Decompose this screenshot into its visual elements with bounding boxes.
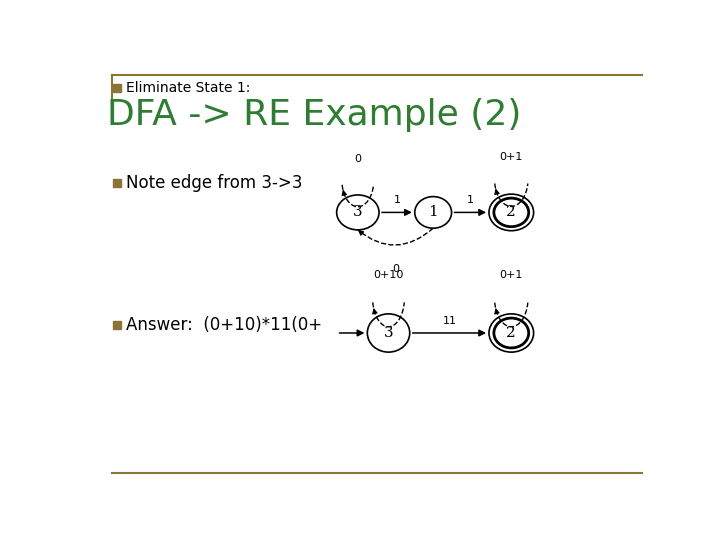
Text: 1: 1 <box>428 205 438 219</box>
Text: 1: 1 <box>467 195 474 205</box>
Text: 0+1: 0+1 <box>500 271 523 280</box>
Text: 1: 1 <box>393 195 400 205</box>
Text: 3: 3 <box>353 205 363 219</box>
Text: 2: 2 <box>506 326 516 340</box>
Text: 2: 2 <box>506 205 516 219</box>
Text: 3: 3 <box>384 326 393 340</box>
Text: Answer:  (0+10)*11(0+: Answer: (0+10)*11(0+ <box>126 316 323 334</box>
Text: 0+1: 0+1 <box>500 152 523 162</box>
Text: 11: 11 <box>442 315 456 326</box>
Text: DFA -> RE Example (2): DFA -> RE Example (2) <box>107 98 521 132</box>
Text: Note edge from 3->3: Note edge from 3->3 <box>126 174 303 192</box>
Text: 0: 0 <box>354 154 361 164</box>
Text: 0+10: 0+10 <box>374 271 404 280</box>
Text: Eliminate State 1:: Eliminate State 1: <box>126 80 251 94</box>
Text: 0: 0 <box>392 265 399 274</box>
